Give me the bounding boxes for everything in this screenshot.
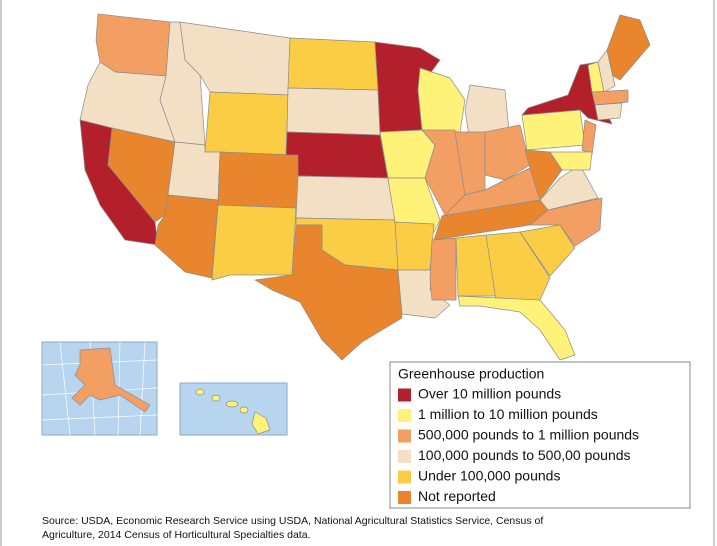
state	[457, 295, 576, 361]
source: Agriculture, 2014 Census of Horticultura…	[42, 529, 310, 541]
state	[379, 129, 436, 179]
state	[485, 231, 551, 301]
source: Source: USDA, Economic Research Service …	[42, 515, 543, 527]
legend-items: Over 10 million pounds 1 million to 10 mi…	[398, 386, 639, 504]
legend-label: Under 100,000 pounds	[418, 468, 560, 484]
legend-label: Over 10 million pounds	[418, 386, 561, 402]
legend-label: 500,000 pounds to 1 million pounds	[418, 427, 639, 443]
legend-label: 1 million to 10 million pounds	[418, 406, 598, 422]
state	[417, 67, 466, 133]
state	[204, 91, 289, 156]
state	[217, 151, 299, 209]
state	[225, 400, 239, 408]
state	[484, 124, 531, 181]
legend-swatch	[398, 409, 411, 422]
state	[154, 194, 219, 279]
state	[285, 131, 389, 179]
state	[597, 49, 616, 93]
state	[295, 175, 396, 221]
state	[521, 109, 586, 151]
legend-swatch	[398, 429, 411, 443]
state	[195, 388, 205, 396]
state	[606, 14, 651, 81]
legend-title: Greenhouse production	[398, 366, 544, 382]
state	[581, 119, 597, 156]
state	[71, 347, 151, 413]
state	[387, 177, 441, 233]
states	[79, 13, 651, 361]
legend-box	[389, 361, 691, 509]
state	[211, 394, 221, 402]
state	[519, 224, 576, 277]
state	[286, 87, 381, 136]
state	[429, 237, 457, 301]
hawaii-inset	[179, 382, 288, 436]
state	[394, 221, 435, 271]
legend-swatch	[398, 450, 411, 463]
state	[549, 151, 593, 171]
legend: Greenhouse production Over 10 million po…	[389, 361, 691, 509]
state	[524, 149, 563, 201]
legend-swatch	[398, 491, 411, 504]
state	[251, 411, 271, 435]
state	[239, 406, 249, 414]
legend-label: 100,000 pounds to 500,00 pounds	[418, 447, 631, 463]
legend-label: Not reported	[418, 488, 496, 504]
legend-swatch	[398, 388, 411, 402]
alaska-inset	[41, 341, 158, 436]
state	[539, 164, 599, 211]
state	[211, 204, 297, 281]
legend-swatch	[398, 470, 411, 484]
state	[594, 102, 623, 121]
state	[254, 224, 403, 361]
state	[287, 37, 379, 91]
state	[591, 89, 629, 106]
